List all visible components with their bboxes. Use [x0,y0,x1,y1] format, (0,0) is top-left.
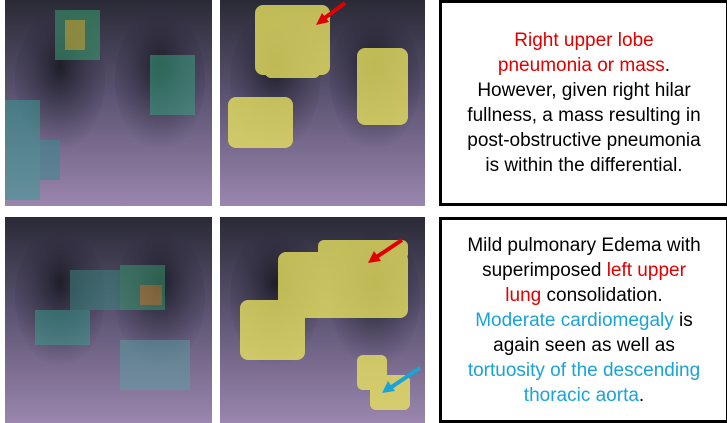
page: Right upper lobepneumonia or mass.Howeve… [0,0,727,423]
caption-line: post-obstructive pneumonia [467,128,700,153]
caption-text: left upper [607,260,686,281]
caption-line: Mild pulmonary Edema with [467,233,700,258]
xray-1 [5,0,212,206]
xray-4 [220,217,425,423]
caption-line: again seen as well as [493,333,675,358]
caption-text: However, given right hilar [477,80,690,101]
caption-text: is within the differential. [485,155,682,176]
caption-line: However, given right hilar [477,78,690,103]
caption-line: is within the differential. [485,153,682,178]
caption-line: fullness, a mass resulting in [467,103,700,128]
caption-text: pneumonia or mass [498,55,665,76]
caption-line: Right upper lobe [514,28,653,53]
caption-text: again seen as well as [493,335,675,356]
caption-text: Mild pulmonary Edema with [467,235,700,256]
caption-text: lung [505,285,541,306]
caption-text: Moderate cardiomegaly [475,310,674,331]
caption-text: consolidation. [541,285,662,306]
caption-text: Right upper lobe [514,30,653,51]
caption-text: superimposed [482,260,607,281]
caption-text: . [639,385,644,406]
caption-text: tortuosity of the descending [468,360,700,381]
caption-line: pneumonia or mass. [498,53,670,78]
caption-line: Moderate cardiomegaly is [475,308,693,333]
caption-text: . [665,55,670,76]
caption-text: thoracic aorta [524,385,639,406]
caption-text: fullness, a mass resulting in [467,105,700,126]
images [0,0,430,423]
caption-text: is [674,310,693,331]
xray-3 [5,217,212,423]
xray-2 [220,0,425,206]
caption-line: tortuosity of the descending [468,358,700,383]
caption-text: post-obstructive pneumonia [467,130,700,151]
caption-line: lung consolidation. [505,283,662,308]
caption-line: thoracic aorta. [524,383,644,408]
caption-line: superimposed left upper [482,258,686,283]
